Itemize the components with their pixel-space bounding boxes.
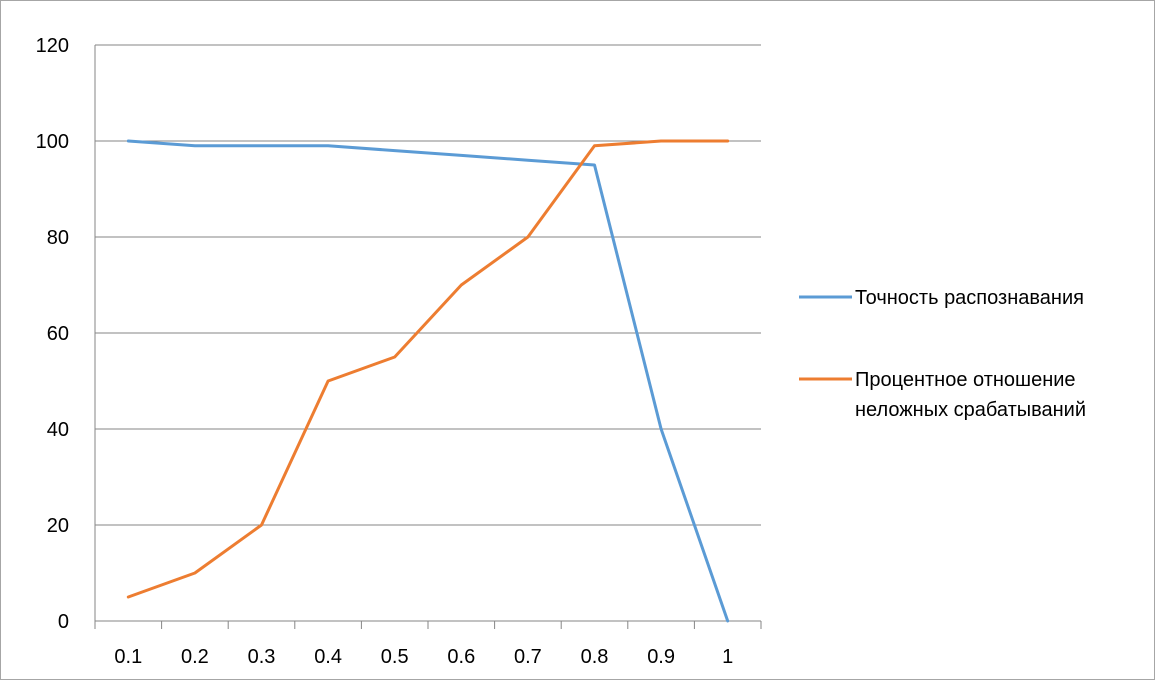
x-tick-label-0.9: 0.9: [647, 646, 675, 668]
legend: Точность распознавания Процентное отношен…: [799, 287, 1086, 421]
series-line-1: [126, 139, 730, 623]
x-tick-label-0.1: 0.1: [114, 646, 142, 668]
x-tick-label-0.2: 0.2: [181, 646, 209, 668]
y-tick-label-60: 60: [47, 323, 69, 345]
y-tick-label-100: 100: [36, 131, 69, 153]
x-tick-label-0.3: 0.3: [248, 646, 276, 668]
legend-label-1: Точность распознавания: [855, 287, 1084, 309]
series-lines: [126, 139, 730, 623]
gridlines: [95, 44, 761, 526]
y-tick-label-20: 20: [47, 515, 69, 537]
x-tick-label-1: 1: [722, 646, 733, 668]
x-tick-labels: 0.1 0.2 0.3 0.4 0.5 0.6 0.7 0.8 0.9 1: [114, 646, 733, 668]
series-line-2: [126, 139, 730, 599]
y-tick-label-0: 0: [58, 611, 69, 633]
legend-label-2: Процентное отношение: [855, 369, 1076, 391]
y-tick-label-40: 40: [47, 419, 69, 441]
legend-label-2: неложных срабатываний: [855, 399, 1086, 421]
x-tick-label-0.8: 0.8: [581, 646, 609, 668]
x-tick-label-0.6: 0.6: [447, 646, 475, 668]
x-tick-label-0.5: 0.5: [381, 646, 409, 668]
y-tick-labels: 0 20 40 60 80 100 120: [36, 35, 69, 633]
y-tick-label-80: 80: [47, 227, 69, 249]
x-tick-label-0.7: 0.7: [514, 646, 542, 668]
x-tick-label-0.4: 0.4: [314, 646, 342, 668]
axes: [94, 45, 762, 629]
y-tick-label-120: 120: [36, 35, 69, 57]
